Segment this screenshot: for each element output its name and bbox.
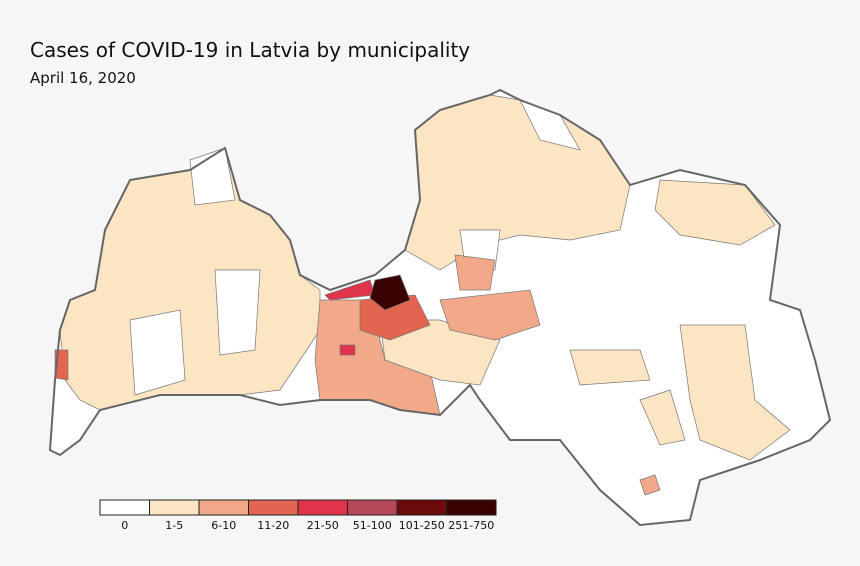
region bbox=[639, 389, 686, 446]
legend-label: 21-50 bbox=[307, 519, 339, 532]
region bbox=[569, 349, 651, 386]
legend-label: 51-100 bbox=[353, 519, 392, 532]
legend: 0 1-5 6-10 11-20 21-50 51-100 101-250 251-750 bbox=[99, 499, 497, 532]
region bbox=[129, 309, 186, 396]
legend-swatch bbox=[446, 499, 497, 516]
legend-swatch bbox=[396, 499, 447, 516]
legend-swatch bbox=[198, 499, 249, 516]
title: Cases of COVID-19 in Latvia by municipal… bbox=[30, 38, 470, 62]
legend-swatch bbox=[149, 499, 200, 516]
region bbox=[369, 274, 411, 311]
region bbox=[339, 344, 356, 356]
legend-label: 0 bbox=[121, 519, 128, 532]
legend-label: 11-20 bbox=[257, 519, 289, 532]
legend-label: 6-10 bbox=[211, 519, 236, 532]
region bbox=[639, 474, 661, 496]
region bbox=[379, 319, 501, 386]
legend-label: 101-250 bbox=[399, 519, 445, 532]
region bbox=[454, 254, 496, 291]
legend-swatch bbox=[347, 499, 398, 516]
region bbox=[439, 289, 541, 341]
region bbox=[679, 324, 791, 461]
map bbox=[48, 88, 832, 527]
legend-label: 251-750 bbox=[448, 519, 494, 532]
legend-swatch bbox=[248, 499, 299, 516]
region bbox=[214, 269, 261, 356]
legend-label: 1-5 bbox=[165, 519, 183, 532]
legend-swatch bbox=[297, 499, 348, 516]
legend-swatch bbox=[99, 499, 150, 516]
border bbox=[48, 88, 832, 527]
subtitle: April 16, 2020 bbox=[30, 69, 136, 87]
